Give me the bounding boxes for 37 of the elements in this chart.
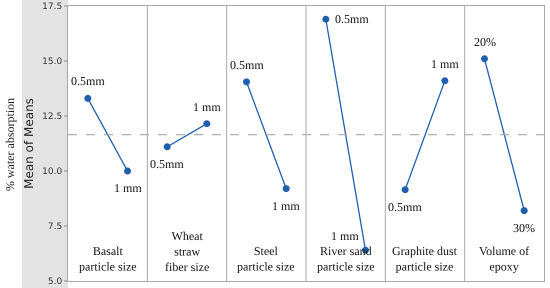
y-tick-label: 10.0	[42, 167, 62, 178]
point	[282, 185, 290, 192]
y-tick-label: 17.5	[42, 2, 62, 12]
y-axis-title: Mean of Means	[22, 98, 36, 189]
point	[402, 186, 409, 194]
point	[520, 207, 528, 214]
point	[441, 77, 448, 84]
annotation: 0.5mm	[150, 157, 184, 171]
point	[164, 143, 171, 150]
y-tick-label: 12.5	[42, 112, 62, 122]
annotation: Steel particle size	[237, 244, 295, 274]
annotation: Volume of epoxy	[479, 244, 530, 274]
point	[322, 16, 330, 23]
annotation: Wheat straw fiber size	[165, 229, 210, 274]
point	[124, 168, 131, 174]
annotation: 1 mm	[114, 181, 142, 195]
annotation: 0.5mm	[335, 12, 370, 26]
annotation: 0.5mm	[388, 200, 422, 214]
annotation: Graphite dust particle size	[392, 244, 458, 274]
text: % water absorption	[4, 97, 18, 191]
y-tick-label: 7.5	[48, 222, 62, 232]
point	[243, 78, 250, 86]
annotation: 1 mm	[431, 57, 460, 71]
annotation: River sand particle size	[317, 244, 375, 274]
point	[203, 120, 210, 128]
annotation: 20%	[474, 35, 496, 49]
annotation: 1 mm	[193, 100, 222, 114]
y-tick-label: 15.0	[42, 57, 62, 68]
point	[84, 94, 92, 102]
annotation: 1 mm	[272, 199, 300, 213]
annotation: 30%	[513, 221, 535, 235]
y-tick-label: 5.0	[48, 277, 62, 288]
annotation: 0.5mm	[230, 58, 264, 72]
annotation: 0.5mm	[71, 74, 106, 88]
annotation: Basalt particle size	[79, 244, 137, 274]
point	[481, 55, 488, 62]
annotation: 1 mm	[331, 229, 360, 243]
